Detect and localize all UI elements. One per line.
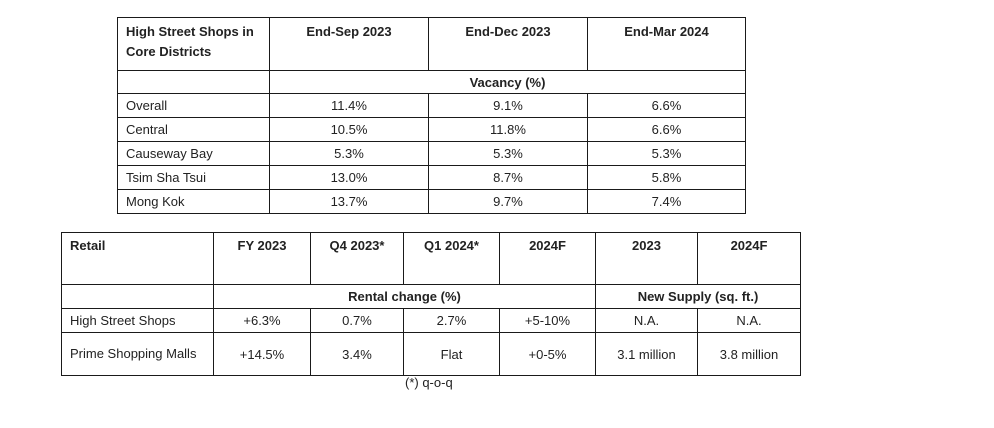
table-cell: 5.8% xyxy=(587,165,746,190)
table-cell: 11.8% xyxy=(428,117,588,142)
table-cell: +0-5% xyxy=(499,332,596,376)
header-cell-retail: Retail xyxy=(61,232,214,285)
header-cell-period: Q1 2024* xyxy=(403,232,500,285)
header-cell-period: FY 2023 xyxy=(213,232,311,285)
table-cell: N.A. xyxy=(697,308,801,333)
vacancy-table: High Street Shops in Core Districts End-… xyxy=(117,17,746,214)
table-cell: 3.4% xyxy=(310,332,404,376)
table-row: Prime Shopping Malls +14.5% 3.4% Flat +0… xyxy=(61,332,801,376)
header-cell-period: 2023 xyxy=(595,232,698,285)
table-cell: 9.7% xyxy=(428,189,588,214)
table-cell: +14.5% xyxy=(213,332,311,376)
row-label: Central xyxy=(117,117,270,142)
new-supply-subheader: New Supply (sq. ft.) xyxy=(595,284,801,309)
retail-table: Retail FY 2023 Q4 2023* Q1 2024* 2024F 2… xyxy=(61,232,801,376)
table-row: Mong Kok 13.7% 9.7% 7.4% xyxy=(117,189,746,214)
row-label: Prime Shopping Malls xyxy=(61,332,214,376)
table-cell: 6.6% xyxy=(587,117,746,142)
vacancy-subheader: Vacancy (%) xyxy=(269,70,746,94)
table-row: Causeway Bay 5.3% 5.3% 5.3% xyxy=(117,141,746,166)
row-label: Causeway Bay xyxy=(117,141,270,166)
header-cell-period: End-Mar 2024 xyxy=(587,17,746,71)
table-cell: 11.4% xyxy=(269,93,429,118)
table-cell: 3.1 million xyxy=(595,332,698,376)
header-cell-period: 2024F xyxy=(499,232,596,285)
row-label: Mong Kok xyxy=(117,189,270,214)
table-cell: +5-10% xyxy=(499,308,596,333)
table-cell: 6.6% xyxy=(587,93,746,118)
table-cell: 13.7% xyxy=(269,189,429,214)
empty-cell xyxy=(61,284,214,309)
table-cell: +6.3% xyxy=(213,308,311,333)
table-subheader-row: Rental change (%) New Supply (sq. ft.) xyxy=(61,284,801,309)
table-row: High Street Shops +6.3% 0.7% 2.7% +5-10%… xyxy=(61,308,801,333)
rental-change-subheader: Rental change (%) xyxy=(213,284,596,309)
table-row: Overall 11.4% 9.1% 6.6% xyxy=(117,93,746,118)
header-cell-period: 2024F xyxy=(697,232,801,285)
table-row: Tsim Sha Tsui 13.0% 8.7% 5.8% xyxy=(117,165,746,190)
table-row: Central 10.5% 11.8% 6.6% xyxy=(117,117,746,142)
table-cell: 10.5% xyxy=(269,117,429,142)
table-cell: 2.7% xyxy=(403,308,500,333)
table-cell: 7.4% xyxy=(587,189,746,214)
table-cell: 0.7% xyxy=(310,308,404,333)
table-cell: 9.1% xyxy=(428,93,588,118)
table-cell: 5.3% xyxy=(428,141,588,166)
table-cell: 5.3% xyxy=(269,141,429,166)
footnote: (*) q-o-q xyxy=(405,375,453,390)
header-cell-district: High Street Shops in Core Districts xyxy=(117,17,270,71)
row-label: Overall xyxy=(117,93,270,118)
empty-cell xyxy=(117,70,270,94)
table-cell: 13.0% xyxy=(269,165,429,190)
table-cell: 5.3% xyxy=(587,141,746,166)
header-cell-period: End-Dec 2023 xyxy=(428,17,588,71)
table-cell: 8.7% xyxy=(428,165,588,190)
table-cell: 3.8 million xyxy=(697,332,801,376)
row-label: Tsim Sha Tsui xyxy=(117,165,270,190)
table-cell: Flat xyxy=(403,332,500,376)
table-header-row: Retail FY 2023 Q4 2023* Q1 2024* 2024F 2… xyxy=(61,232,801,285)
table-cell: N.A. xyxy=(595,308,698,333)
table-header-row: High Street Shops in Core Districts End-… xyxy=(117,17,746,71)
row-label: High Street Shops xyxy=(61,308,214,333)
header-cell-period: Q4 2023* xyxy=(310,232,404,285)
header-cell-period: End-Sep 2023 xyxy=(269,17,429,71)
table-subheader-row: Vacancy (%) xyxy=(117,70,746,94)
